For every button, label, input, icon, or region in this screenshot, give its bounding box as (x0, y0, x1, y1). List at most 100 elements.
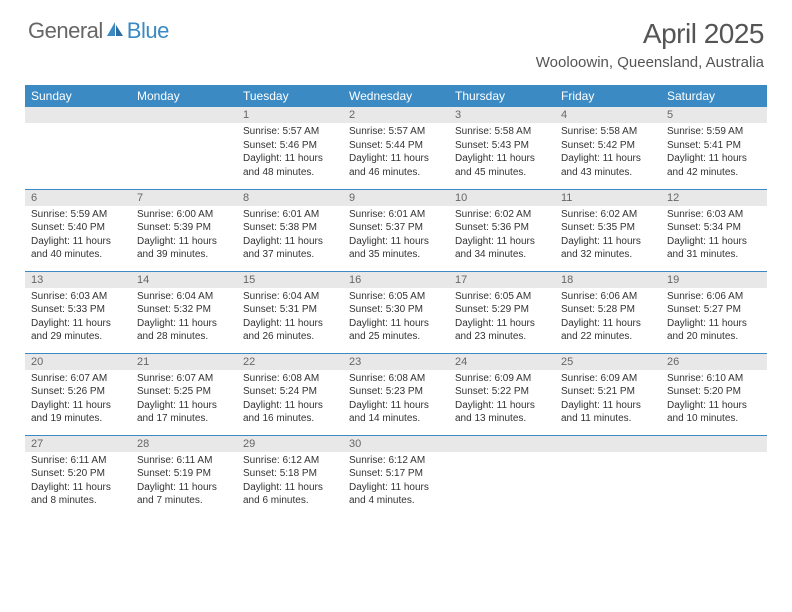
sunset-line: Sunset: 5:36 PM (455, 221, 549, 235)
day-number: 11 (555, 190, 661, 206)
day-number (555, 436, 661, 452)
day-cell (25, 107, 131, 189)
day-number: 23 (343, 354, 449, 370)
day-body: Sunrise: 6:06 AMSunset: 5:27 PMDaylight:… (661, 288, 767, 348)
sunset-line: Sunset: 5:44 PM (349, 139, 443, 153)
day-cell: 27Sunrise: 6:11 AMSunset: 5:20 PMDayligh… (25, 435, 131, 517)
sunset-line: Sunset: 5:43 PM (455, 139, 549, 153)
day-cell: 14Sunrise: 6:04 AMSunset: 5:32 PMDayligh… (131, 271, 237, 353)
logo: General Blue (28, 18, 169, 44)
sunset-line: Sunset: 5:38 PM (243, 221, 337, 235)
daylight-line: Daylight: 11 hours and 48 minutes. (243, 152, 337, 179)
sunrise-line: Sunrise: 6:06 AM (561, 290, 655, 304)
sunset-line: Sunset: 5:40 PM (31, 221, 125, 235)
day-number (449, 436, 555, 452)
day-number: 28 (131, 436, 237, 452)
title-block: April 2025 Wooloowin, Queensland, Austra… (536, 18, 764, 71)
day-cell (131, 107, 237, 189)
sunrise-line: Sunrise: 6:03 AM (667, 208, 761, 222)
sunrise-line: Sunrise: 6:04 AM (243, 290, 337, 304)
daylight-line: Daylight: 11 hours and 7 minutes. (137, 481, 231, 508)
day-body: Sunrise: 6:03 AMSunset: 5:34 PMDaylight:… (661, 206, 767, 266)
sunrise-line: Sunrise: 5:57 AM (349, 125, 443, 139)
day-body: Sunrise: 6:04 AMSunset: 5:31 PMDaylight:… (237, 288, 343, 348)
sunset-line: Sunset: 5:27 PM (667, 303, 761, 317)
day-body: Sunrise: 5:57 AMSunset: 5:44 PMDaylight:… (343, 123, 449, 183)
sunrise-line: Sunrise: 6:11 AM (31, 454, 125, 468)
day-cell: 5Sunrise: 5:59 AMSunset: 5:41 PMDaylight… (661, 107, 767, 189)
day-number: 16 (343, 272, 449, 288)
day-number: 2 (343, 107, 449, 123)
day-cell: 9Sunrise: 6:01 AMSunset: 5:37 PMDaylight… (343, 189, 449, 271)
sunrise-line: Sunrise: 6:02 AM (561, 208, 655, 222)
sunrise-line: Sunrise: 6:01 AM (349, 208, 443, 222)
daylight-line: Daylight: 11 hours and 32 minutes. (561, 235, 655, 262)
week-row: 20Sunrise: 6:07 AMSunset: 5:26 PMDayligh… (25, 353, 767, 435)
day-body: Sunrise: 6:07 AMSunset: 5:25 PMDaylight:… (131, 370, 237, 430)
daylight-line: Daylight: 11 hours and 46 minutes. (349, 152, 443, 179)
day-number: 25 (555, 354, 661, 370)
day-body: Sunrise: 6:03 AMSunset: 5:33 PMDaylight:… (25, 288, 131, 348)
location-subtitle: Wooloowin, Queensland, Australia (536, 54, 764, 71)
day-body: Sunrise: 6:11 AMSunset: 5:20 PMDaylight:… (25, 452, 131, 512)
logo-text-1: General (28, 18, 103, 44)
day-cell: 20Sunrise: 6:07 AMSunset: 5:26 PMDayligh… (25, 353, 131, 435)
day-body: Sunrise: 5:57 AMSunset: 5:46 PMDaylight:… (237, 123, 343, 183)
day-body: Sunrise: 6:02 AMSunset: 5:36 PMDaylight:… (449, 206, 555, 266)
day-cell (661, 435, 767, 517)
daylight-line: Daylight: 11 hours and 26 minutes. (243, 317, 337, 344)
daylight-line: Daylight: 11 hours and 4 minutes. (349, 481, 443, 508)
day-number: 26 (661, 354, 767, 370)
sunset-line: Sunset: 5:34 PM (667, 221, 761, 235)
day-body: Sunrise: 6:05 AMSunset: 5:30 PMDaylight:… (343, 288, 449, 348)
day-header: Saturday (661, 85, 767, 107)
sunrise-line: Sunrise: 5:58 AM (455, 125, 549, 139)
daylight-line: Daylight: 11 hours and 16 minutes. (243, 399, 337, 426)
sunset-line: Sunset: 5:41 PM (667, 139, 761, 153)
daylight-line: Daylight: 11 hours and 11 minutes. (561, 399, 655, 426)
day-cell: 22Sunrise: 6:08 AMSunset: 5:24 PMDayligh… (237, 353, 343, 435)
day-cell: 4Sunrise: 5:58 AMSunset: 5:42 PMDaylight… (555, 107, 661, 189)
daylight-line: Daylight: 11 hours and 42 minutes. (667, 152, 761, 179)
sunrise-line: Sunrise: 5:59 AM (31, 208, 125, 222)
sunset-line: Sunset: 5:32 PM (137, 303, 231, 317)
sunset-line: Sunset: 5:18 PM (243, 467, 337, 481)
day-body: Sunrise: 6:01 AMSunset: 5:37 PMDaylight:… (343, 206, 449, 266)
sunset-line: Sunset: 5:30 PM (349, 303, 443, 317)
daylight-line: Daylight: 11 hours and 6 minutes. (243, 481, 337, 508)
day-number: 18 (555, 272, 661, 288)
day-body: Sunrise: 6:06 AMSunset: 5:28 PMDaylight:… (555, 288, 661, 348)
day-number: 8 (237, 190, 343, 206)
sunrise-line: Sunrise: 6:00 AM (137, 208, 231, 222)
sunset-line: Sunset: 5:22 PM (455, 385, 549, 399)
sunset-line: Sunset: 5:28 PM (561, 303, 655, 317)
day-body: Sunrise: 5:58 AMSunset: 5:43 PMDaylight:… (449, 123, 555, 183)
day-number: 1 (237, 107, 343, 123)
day-cell: 3Sunrise: 5:58 AMSunset: 5:43 PMDaylight… (449, 107, 555, 189)
day-cell (449, 435, 555, 517)
sunrise-line: Sunrise: 6:07 AM (31, 372, 125, 386)
day-header: Friday (555, 85, 661, 107)
day-number: 19 (661, 272, 767, 288)
daylight-line: Daylight: 11 hours and 31 minutes. (667, 235, 761, 262)
sunrise-line: Sunrise: 6:11 AM (137, 454, 231, 468)
day-number: 3 (449, 107, 555, 123)
sunrise-line: Sunrise: 6:03 AM (31, 290, 125, 304)
day-body: Sunrise: 6:07 AMSunset: 5:26 PMDaylight:… (25, 370, 131, 430)
day-body: Sunrise: 6:11 AMSunset: 5:19 PMDaylight:… (131, 452, 237, 512)
daylight-line: Daylight: 11 hours and 45 minutes. (455, 152, 549, 179)
sunrise-line: Sunrise: 6:01 AM (243, 208, 337, 222)
day-number: 27 (25, 436, 131, 452)
week-row: 1Sunrise: 5:57 AMSunset: 5:46 PMDaylight… (25, 107, 767, 189)
sunrise-line: Sunrise: 5:58 AM (561, 125, 655, 139)
daylight-line: Daylight: 11 hours and 20 minutes. (667, 317, 761, 344)
day-cell: 11Sunrise: 6:02 AMSunset: 5:35 PMDayligh… (555, 189, 661, 271)
day-number: 9 (343, 190, 449, 206)
day-cell: 25Sunrise: 6:09 AMSunset: 5:21 PMDayligh… (555, 353, 661, 435)
calendar-head: SundayMondayTuesdayWednesdayThursdayFrid… (25, 85, 767, 107)
day-number: 15 (237, 272, 343, 288)
sunset-line: Sunset: 5:24 PM (243, 385, 337, 399)
sunrise-line: Sunrise: 6:09 AM (561, 372, 655, 386)
sunrise-line: Sunrise: 6:05 AM (455, 290, 549, 304)
day-cell: 6Sunrise: 5:59 AMSunset: 5:40 PMDaylight… (25, 189, 131, 271)
